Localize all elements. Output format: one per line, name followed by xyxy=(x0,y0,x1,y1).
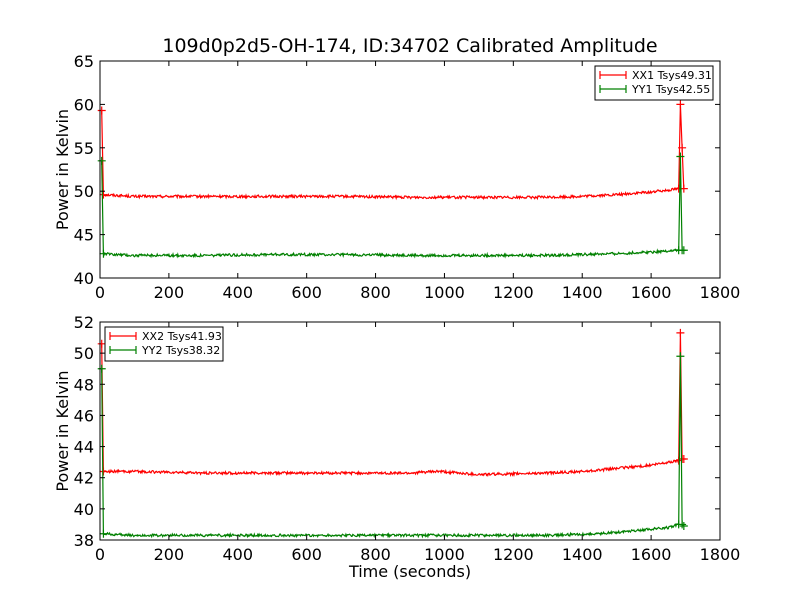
y-tick-label: 40 xyxy=(74,500,94,519)
series-marker xyxy=(676,100,685,109)
x-tick-label: 1200 xyxy=(493,545,534,564)
series-line-xx1 xyxy=(101,104,685,201)
x-tick-label: 200 xyxy=(154,283,185,302)
series-marker xyxy=(99,190,108,199)
x-tick-label: 1600 xyxy=(631,283,672,302)
x-tick-label: 400 xyxy=(223,283,254,302)
x-tick-label: 1400 xyxy=(562,545,603,564)
x-tick-label: 0 xyxy=(95,545,105,564)
series-marker xyxy=(99,249,108,258)
series-marker xyxy=(676,352,685,361)
series-marker xyxy=(679,246,688,255)
legend-swatch-marker xyxy=(599,71,627,79)
legend-swatch-marker xyxy=(109,332,137,340)
x-tick-label: 0 xyxy=(95,283,105,302)
y-tick-label: 65 xyxy=(74,52,94,71)
legend-box xyxy=(104,326,224,362)
series-line-yy1 xyxy=(101,156,684,259)
series-marker xyxy=(97,364,106,373)
series-line-yy2 xyxy=(101,356,685,539)
y-tick-label: 52 xyxy=(74,313,94,332)
x-tick-label: 1600 xyxy=(631,545,672,564)
y-tick-label: 42 xyxy=(74,469,94,488)
legend-swatch-marker xyxy=(599,85,627,93)
y-tick-label: 48 xyxy=(74,375,94,394)
y-tick-label: 38 xyxy=(74,531,94,550)
legend-label: YY1 Tsys42.55 xyxy=(631,83,710,96)
y-axis-label: Power in Kelvin xyxy=(53,370,72,491)
series-marker xyxy=(678,143,687,152)
legend-label: YY2 Tsys38.32 xyxy=(141,344,220,357)
series-marker xyxy=(676,152,685,161)
y-tick-label: 60 xyxy=(74,95,94,114)
y-tick-label: 55 xyxy=(74,139,94,158)
legend-label: XX1 Tsys49.31 xyxy=(632,69,712,82)
series-marker xyxy=(97,339,106,348)
x-tick-label: 1200 xyxy=(493,283,534,302)
y-tick-label: 45 xyxy=(74,226,94,245)
axes-frame xyxy=(99,321,721,541)
series-line-xx2 xyxy=(101,332,684,478)
x-tick-label: 1000 xyxy=(424,283,465,302)
x-tick-label: 1000 xyxy=(424,545,465,564)
y-axis-label: Power in Kelvin xyxy=(53,109,72,230)
series-marker xyxy=(676,328,685,337)
y-tick-label: 46 xyxy=(74,406,94,425)
y-tick-label: 50 xyxy=(74,344,94,363)
legend-label: XX2 Tsys41.93 xyxy=(142,330,222,343)
series-marker xyxy=(99,529,108,538)
series-marker xyxy=(97,156,106,165)
x-tick-label: 600 xyxy=(291,545,322,564)
x-tick-label: 800 xyxy=(360,283,391,302)
x-tick-label: 400 xyxy=(223,545,254,564)
x-tick-label: 1800 xyxy=(700,283,741,302)
series-marker xyxy=(678,520,687,529)
x-tick-label: 1800 xyxy=(700,545,741,564)
x-axis-label: Time (seconds) xyxy=(348,562,471,581)
bottom-axes: 0 200 400 600 800 1000 1200 1400 1600 1800 38 40 42 4… xyxy=(53,313,740,581)
legend-swatch-marker xyxy=(109,346,137,354)
x-tick-label: 1400 xyxy=(562,283,603,302)
y-tick-label: 40 xyxy=(74,269,94,288)
y-tick-label: 44 xyxy=(74,438,94,457)
series-marker xyxy=(97,106,106,115)
x-tick-label: 600 xyxy=(291,283,322,302)
x-tick-label: 200 xyxy=(154,545,185,564)
chart-title: 109d0p2d5-OH-174, ID:34702 Calibrated Am… xyxy=(162,35,657,57)
series-marker xyxy=(679,521,688,530)
x-tick-label: 800 xyxy=(360,545,391,564)
series-marker xyxy=(99,467,108,476)
top-axes: 0 200 400 600 800 1000 1200 1400 1600 1800 40 45 50 5… xyxy=(53,52,740,302)
axes-frame xyxy=(99,60,721,279)
y-tick-label: 50 xyxy=(74,182,94,201)
legend-box xyxy=(594,65,714,101)
